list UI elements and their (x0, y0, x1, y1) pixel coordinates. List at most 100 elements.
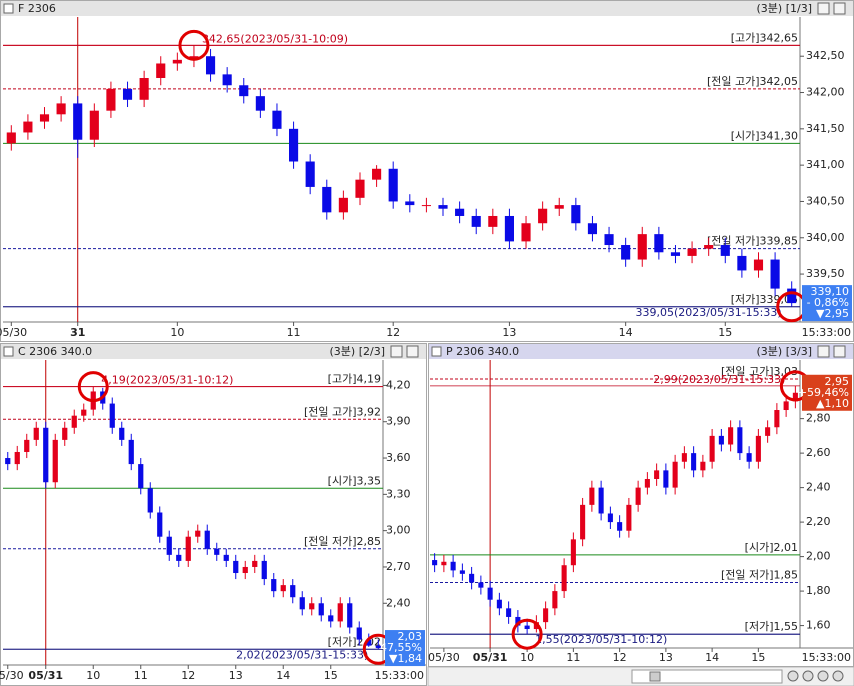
window-button[interactable] (833, 2, 846, 15)
y-tick-label: 339,50 (806, 267, 845, 280)
highlight-circle (178, 29, 210, 61)
y-tick-label: 342,50 (806, 49, 845, 62)
candle-body (166, 536, 172, 555)
candle-body (672, 461, 678, 488)
y-tick-label: 2,40 (806, 481, 831, 494)
candle-body (272, 110, 282, 129)
highlight-circle (77, 371, 109, 403)
candle-body (604, 234, 614, 246)
candle-body (770, 259, 780, 289)
candle-body (309, 603, 315, 610)
candle-body (441, 561, 447, 566)
candle-body (233, 560, 239, 574)
candle-body (109, 403, 115, 428)
candle-body (554, 205, 564, 209)
candle-body (299, 597, 305, 610)
candle-body (388, 168, 398, 202)
panel-title: P 2306 340.0 (446, 345, 519, 358)
candle-body (138, 464, 144, 489)
zoom-in[interactable] (787, 670, 799, 682)
time-label: 15:33:00 (802, 326, 851, 339)
panel-border (0, 0, 854, 342)
window-button[interactable] (833, 345, 846, 358)
candle-body (718, 435, 724, 445)
zoom-reset[interactable] (817, 670, 829, 682)
x-tick-label: 10 (86, 669, 100, 682)
price-box-diff: ▼2,95 (816, 307, 849, 320)
window-button[interactable] (817, 2, 830, 15)
window-button[interactable] (390, 345, 403, 358)
candle-body (6, 132, 16, 144)
candle-body (792, 392, 798, 402)
candle-body (720, 245, 730, 256)
zoom-out[interactable] (802, 670, 814, 682)
window-button[interactable] (817, 345, 830, 358)
candle-body (580, 504, 586, 540)
candle-body (71, 415, 77, 428)
price-box-change: +59,46% (798, 386, 849, 399)
candle-body (607, 513, 613, 523)
scroll-thumb[interactable] (649, 671, 661, 682)
reference-label: [시가]341,30 (731, 129, 798, 142)
y-tick-label: 341,00 (806, 158, 845, 171)
price-box-change: - 47,55% (373, 641, 422, 654)
candle-body (496, 599, 502, 609)
x-tick-label: 31 (70, 326, 85, 339)
candle-body (589, 487, 595, 505)
reference-label: [전일 저가]2,85 (304, 534, 381, 548)
title-icon (431, 346, 442, 357)
candle-body (598, 487, 604, 514)
candle-body (157, 512, 163, 537)
candle-body (524, 625, 530, 630)
candle-body (139, 78, 149, 100)
x-tick-label: 12 (613, 651, 627, 664)
candle-body (644, 478, 650, 488)
annotation-text: 2,99(2023/05/31-15:33) (653, 373, 785, 386)
candle-body (39, 114, 50, 122)
candle-body (783, 401, 789, 411)
candle-body (504, 215, 514, 242)
candle-body (663, 470, 669, 488)
x-tick-label: 14 (276, 669, 290, 682)
candle-body (737, 255, 747, 271)
time-label: 15:33:00 (375, 669, 424, 682)
candle-body (280, 585, 286, 592)
candle-body (375, 645, 381, 649)
scroll-track[interactable] (631, 669, 783, 684)
candle-body (521, 223, 531, 242)
y-tick-label: 341,50 (806, 122, 845, 135)
candle-body (746, 453, 752, 462)
candle-body (337, 603, 343, 622)
x-tick-label: 11 (134, 669, 148, 682)
candle-body (687, 248, 697, 256)
candle-body (469, 573, 475, 583)
candle-body (214, 548, 220, 555)
y-tick-label: 2,20 (806, 515, 831, 528)
y-tick-label: 2,40 (386, 596, 411, 609)
candle-body (552, 591, 558, 609)
window-button[interactable] (406, 345, 419, 358)
y-tick-label: 3,90 (386, 415, 411, 428)
reference-label: [시가]3,35 (328, 474, 381, 487)
x-tick-label: 13 (229, 669, 243, 682)
settings[interactable] (832, 670, 844, 682)
candle-body (450, 561, 456, 571)
price-box (385, 630, 425, 667)
y-tick-label: 2,00 (806, 550, 831, 563)
candle-body (56, 103, 66, 115)
candle-body (289, 128, 299, 162)
x-tick-label: 10 (520, 651, 534, 664)
candle-body (14, 451, 20, 465)
y-tick-label: 340,50 (806, 194, 845, 207)
candle-body (755, 435, 761, 462)
chart-panel: F 2306 (3분) [1/3] 342,50 342,00 341,50 341,00… (0, 0, 854, 342)
candle-body (195, 530, 201, 537)
candle-body (787, 288, 797, 304)
candle-body (252, 560, 258, 567)
x-tick-label: 11 (566, 651, 580, 664)
x-tick-label: 13 (502, 326, 516, 339)
x-tick-label: 10 (170, 326, 184, 339)
reference-label: [전일 저가]339,85 (707, 234, 798, 248)
candle-body (765, 427, 771, 436)
candle-body (543, 608, 549, 623)
